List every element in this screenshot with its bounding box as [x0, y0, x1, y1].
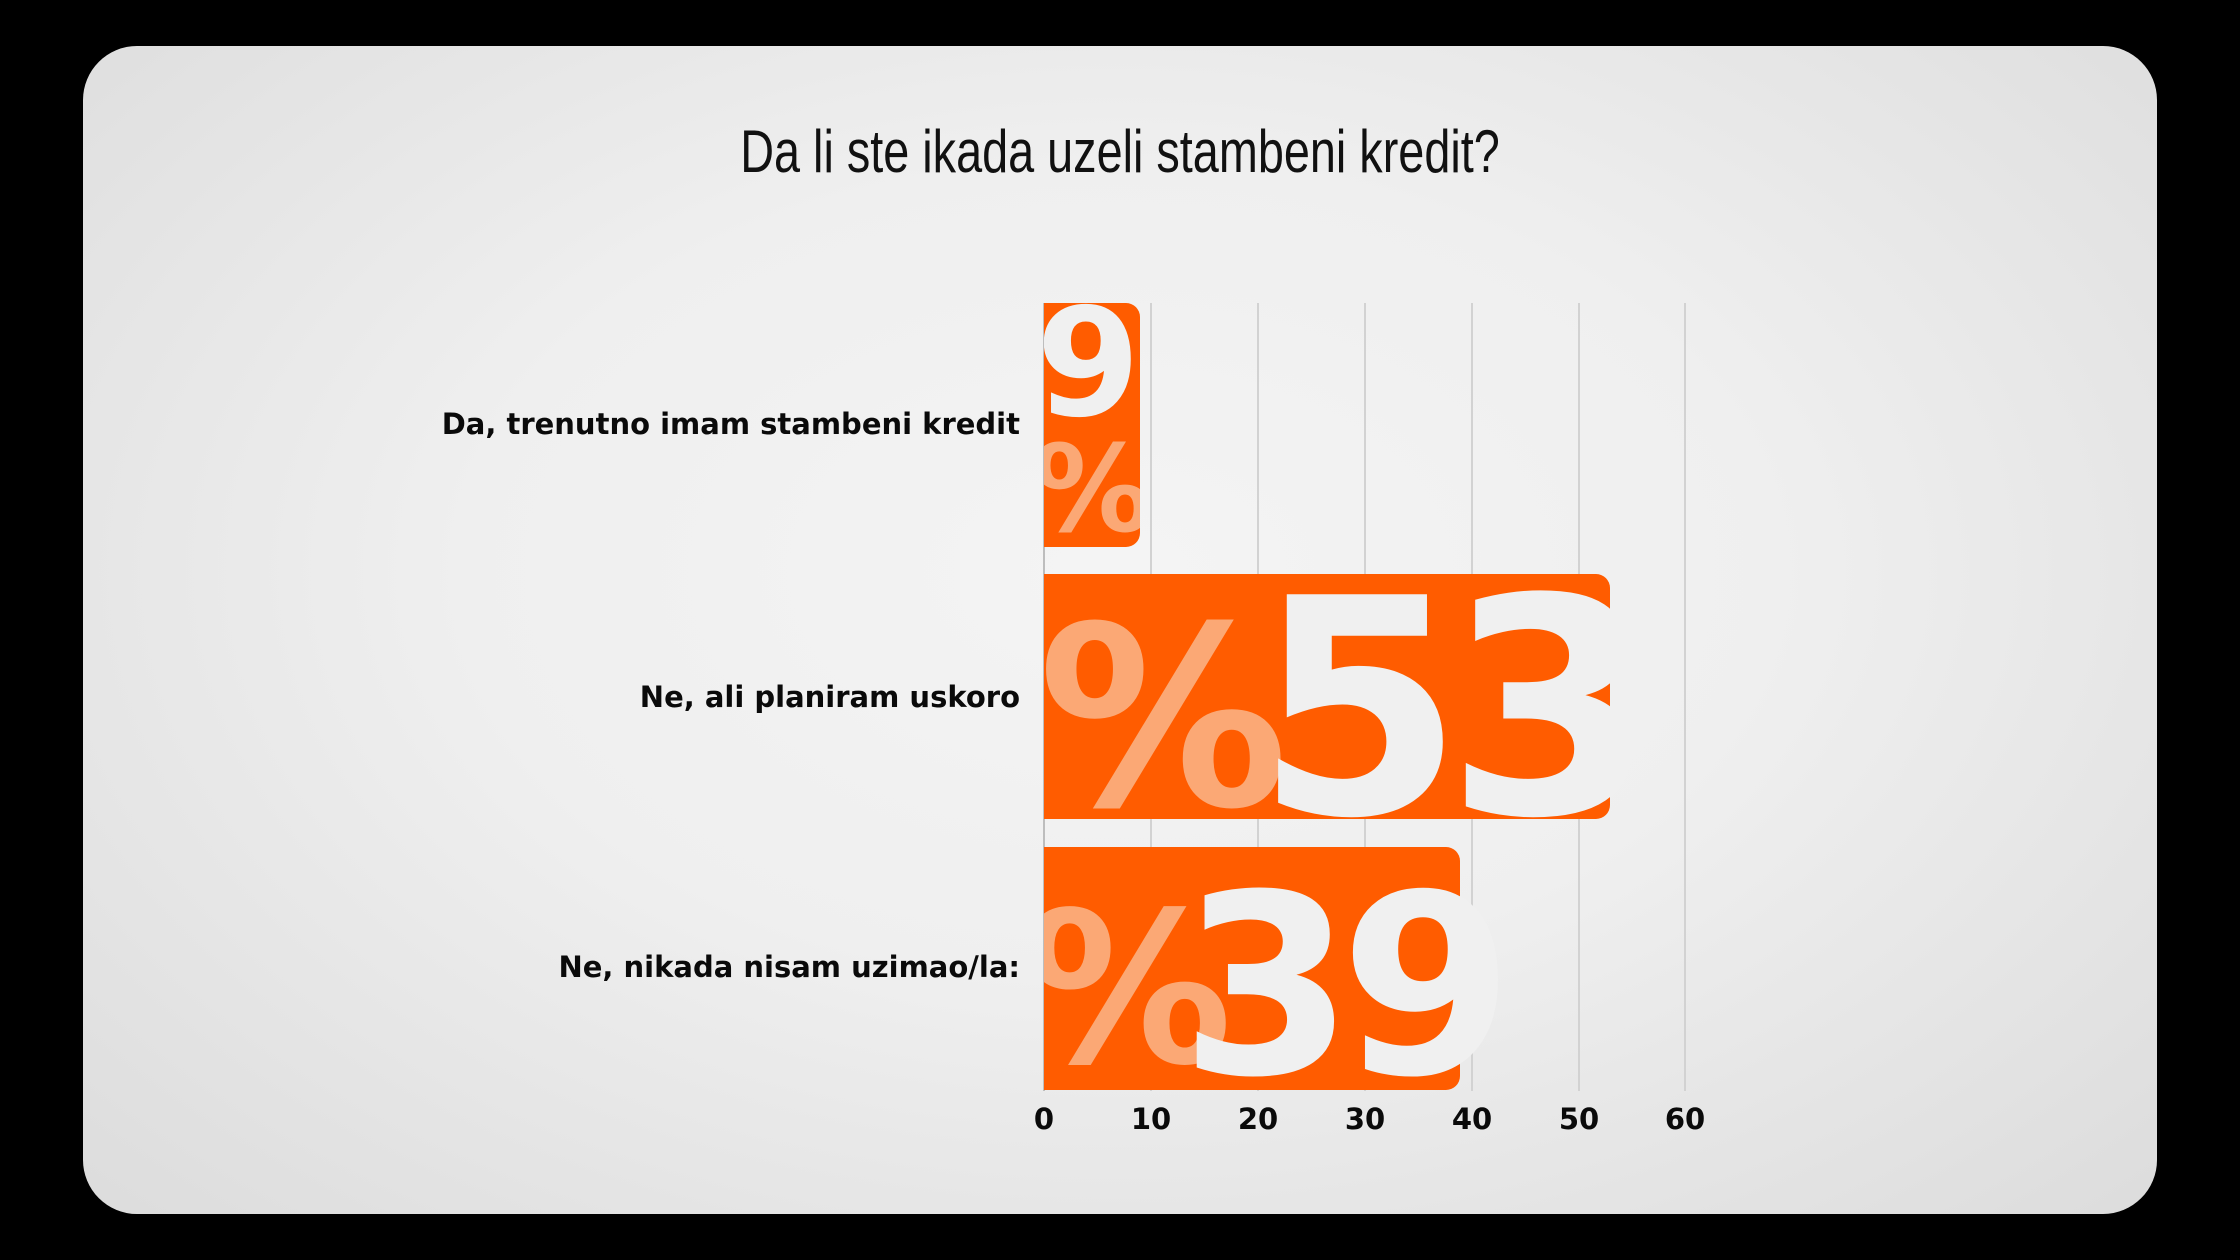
- x-tick-40: 40: [1451, 1102, 1493, 1136]
- category-label: Da, trenutno imam stambeni kredit: [441, 407, 1020, 441]
- data-label-percent: %: [1044, 431, 1140, 548]
- bar-9: 9 %: [1044, 303, 1140, 547]
- x-tick-60: 60: [1664, 1102, 1706, 1136]
- chart-title: Da li ste ikada uzeli stambeni kredit?: [740, 118, 1500, 185]
- x-tick-10: 10: [1130, 1102, 1172, 1136]
- data-label-percent: %: [1044, 574, 1289, 820]
- x-tick-20: 20: [1237, 1102, 1279, 1136]
- bar-39: %: [1044, 847, 1460, 1090]
- x-tick-0: 0: [1033, 1102, 1055, 1136]
- gridline-60: [1684, 303, 1686, 1091]
- bar-53: %: [1044, 574, 1610, 819]
- data-label-value: 9: [1044, 303, 1140, 451]
- data-label-value: 39: [1180, 841, 1514, 1132]
- data-label-value: 53: [1255, 535, 1655, 884]
- category-label: Ne, nikada nisam uzimao/la:: [558, 950, 1020, 984]
- category-label: Ne, ali planiram uskoro: [639, 680, 1020, 714]
- data-label-percent: %: [1044, 885, 1232, 1091]
- x-tick-30: 30: [1344, 1102, 1386, 1136]
- x-tick-50: 50: [1558, 1102, 1600, 1136]
